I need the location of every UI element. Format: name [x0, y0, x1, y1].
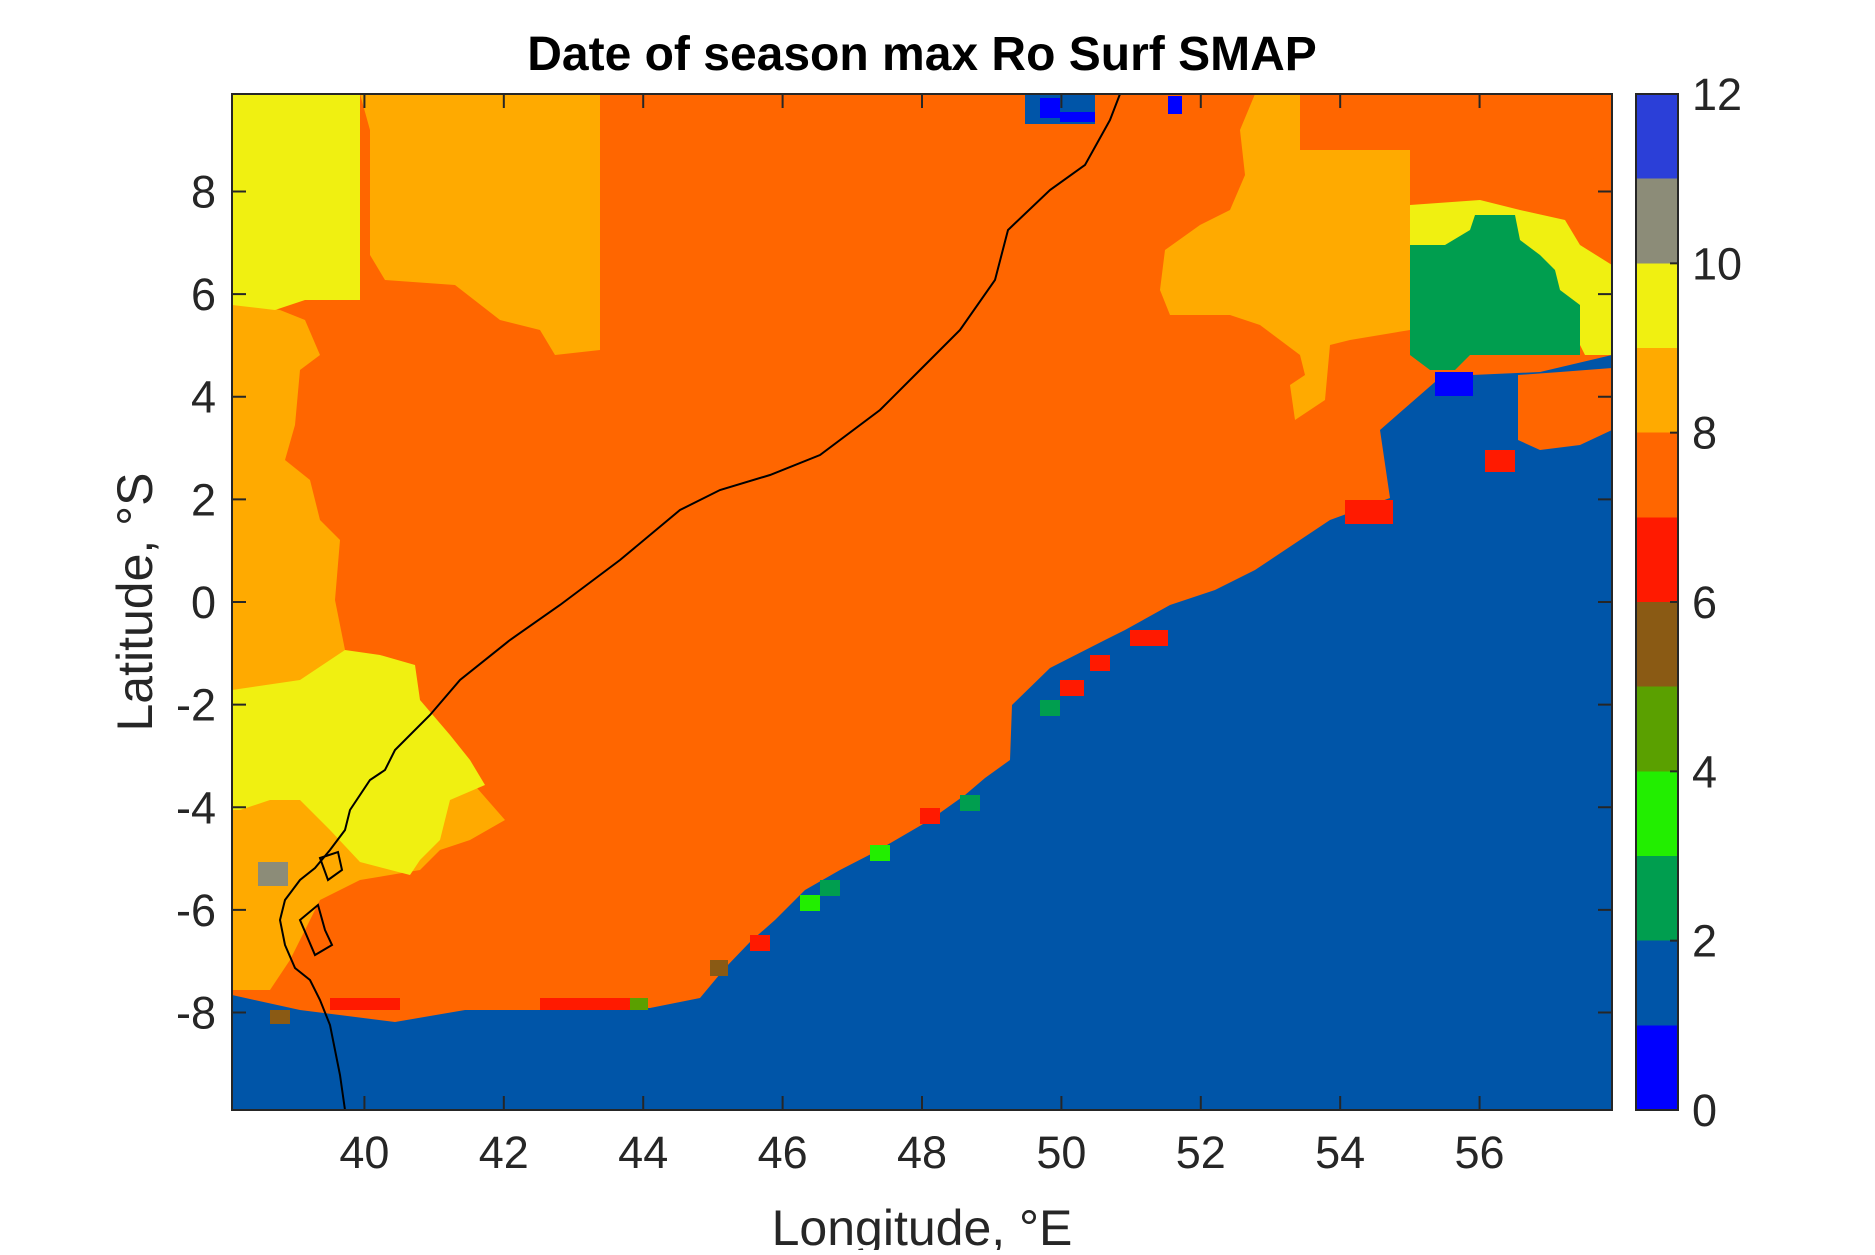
y-tick-label: 4 [191, 372, 216, 423]
y-tick-label: -2 [176, 680, 216, 731]
region-east-deep-blue [1435, 372, 1473, 396]
x-tick-label: 48 [897, 1127, 947, 1178]
x-tick-label: 50 [1036, 1127, 1086, 1178]
chart-title: Date of season max Ro Surf SMAP [527, 28, 1317, 81]
island-outline-2 [298, 903, 334, 957]
x-tick-label: 52 [1176, 1127, 1226, 1178]
colorbar-tick-label: 0 [1692, 1085, 1717, 1136]
y-tick-label: 8 [191, 166, 216, 217]
y-tick-label: 0 [191, 577, 216, 628]
y-axis-ticks: 8 6 4 2 0 -2 -4 -6 -8 [176, 166, 1612, 1039]
colorbar-tick-label: 6 [1692, 577, 1717, 628]
region-top-deep-blue [1040, 98, 1060, 118]
y-tick-label: -8 [176, 988, 216, 1039]
y-tick-label: 2 [191, 474, 216, 525]
colorbar-ticks: 0 2 4 6 8 10 12 [1670, 69, 1742, 1136]
x-tick-label: 54 [1315, 1127, 1365, 1178]
region-southwest-highland [232, 650, 485, 875]
x-tick-label: 46 [758, 1127, 808, 1178]
x-tick-label: 44 [618, 1127, 668, 1178]
region-top-deep-blue-2 [1060, 112, 1095, 122]
region-northwest-highland [232, 94, 360, 310]
x-axis-label: Longitude, °E [772, 1200, 1073, 1250]
coastal-edge [258, 450, 1515, 1024]
island-outline [318, 850, 344, 882]
region-east-orange [1518, 368, 1612, 450]
map-area [232, 94, 1612, 1110]
x-axis-ticks: 40 42 44 46 48 50 52 54 56 [339, 94, 1505, 1178]
colorbar-tick-label: 2 [1692, 916, 1717, 967]
coastline [278, 94, 1121, 1110]
colorbar-tick-label: 8 [1692, 408, 1717, 459]
region-northeast-patch [1410, 215, 1580, 370]
colorbar-tick-label: 10 [1692, 238, 1742, 289]
region-north-upland [360, 94, 600, 355]
y-axis-label: Latitude, °S [107, 472, 163, 731]
colorbar-tick-label: 4 [1692, 746, 1717, 797]
colorbar-tick-label: 12 [1692, 69, 1742, 120]
y-tick-label: -4 [176, 782, 216, 833]
region-northeast-orange [1550, 94, 1612, 160]
x-tick-label: 40 [339, 1127, 389, 1178]
y-tick-label: 6 [191, 269, 216, 320]
x-tick-label: 56 [1455, 1127, 1505, 1178]
x-tick-label: 42 [479, 1127, 529, 1178]
y-tick-label: -6 [176, 885, 216, 936]
region-top-deep-blue-3 [1168, 96, 1182, 114]
region-northeast-upland [1160, 94, 1470, 420]
